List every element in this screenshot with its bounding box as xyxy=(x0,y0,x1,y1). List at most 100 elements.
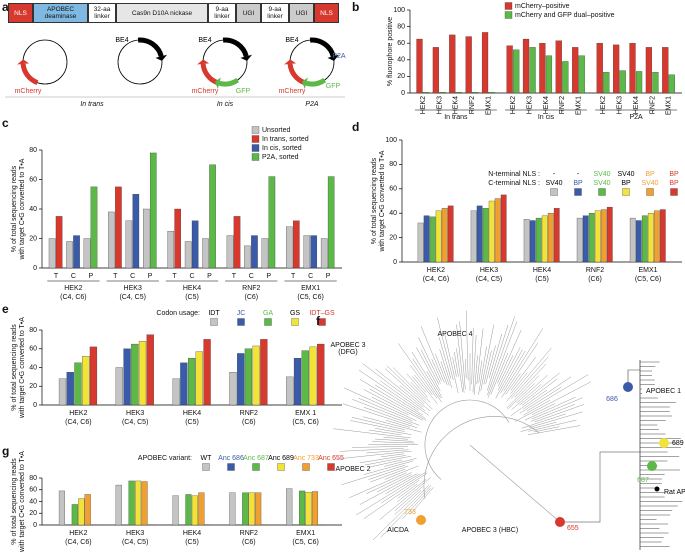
panel-label: e xyxy=(2,302,9,316)
bar xyxy=(141,481,148,526)
x-tick-label: EMX1 xyxy=(485,96,492,115)
legend-label: GS xyxy=(290,310,300,317)
group-label: HEK4 xyxy=(183,285,201,292)
node-label: 689 xyxy=(672,440,684,447)
tree-branch xyxy=(369,388,427,421)
tree-branch xyxy=(341,464,406,486)
x-tick-label: EMX1 xyxy=(576,96,583,115)
bar xyxy=(195,351,203,406)
bar xyxy=(481,32,489,94)
legend-label: Anc 733 xyxy=(293,455,319,462)
bar xyxy=(441,208,448,263)
y-axis-label: with target C•G converted to T•A xyxy=(19,451,26,552)
tree-node xyxy=(623,382,633,392)
bar xyxy=(293,220,300,269)
y-axis-label: with target C•G converted to T•A xyxy=(19,158,26,260)
legend-label: In trans, sorted xyxy=(262,136,309,143)
bar xyxy=(73,235,80,269)
gene-arrow xyxy=(137,37,164,58)
bar xyxy=(447,205,454,263)
bar xyxy=(58,378,67,406)
tree-branch xyxy=(385,473,421,495)
bar xyxy=(535,217,542,263)
x-tick-label: P xyxy=(148,273,153,280)
legend-label: SV40 xyxy=(617,171,634,178)
bar xyxy=(317,343,325,406)
tree-branch xyxy=(409,487,434,515)
tree-branch xyxy=(398,343,438,399)
tree-branch xyxy=(437,317,454,381)
tree-branch xyxy=(519,372,560,406)
x-tick-note: (C4, C5) xyxy=(122,419,148,426)
bar xyxy=(301,350,309,406)
tree-branch xyxy=(452,357,457,377)
bar xyxy=(286,226,293,269)
tree-branch xyxy=(435,353,448,386)
tree-branch xyxy=(534,404,585,423)
tree-branch xyxy=(510,356,536,391)
legend-label: In cis, sorted xyxy=(262,145,302,152)
gene-arrow xyxy=(309,37,336,58)
tree-branch xyxy=(514,363,547,398)
legend-label: GA xyxy=(263,310,273,317)
legend-label: - xyxy=(553,171,556,178)
bar xyxy=(180,362,188,406)
construct-segment: 9-aa linker xyxy=(208,3,236,23)
arrow-head xyxy=(17,59,30,65)
bar xyxy=(635,220,642,263)
legend-swatch xyxy=(202,463,210,471)
tree-branch xyxy=(531,397,583,420)
bar xyxy=(506,45,513,94)
y-tick-label: 60 xyxy=(29,346,37,353)
legend-label: Anc 689 xyxy=(268,455,294,462)
tree-branch xyxy=(487,324,509,391)
bar xyxy=(198,492,205,526)
legend-label: BP xyxy=(669,180,679,187)
bar xyxy=(143,208,150,269)
tree-branch xyxy=(385,419,410,428)
bar xyxy=(82,356,90,406)
x-tick-label: HEK4 xyxy=(183,530,201,537)
legend-swatch xyxy=(574,188,582,196)
construct-segment: NLS xyxy=(8,3,33,23)
x-tick-note: (C5, C6) xyxy=(635,276,661,283)
bar xyxy=(202,238,209,269)
node-label: Rat APOBEC 1 xyxy=(664,489,685,496)
x-tick-label: EMX 1 xyxy=(295,410,316,417)
bar xyxy=(252,345,260,406)
group-label: In trans xyxy=(444,114,468,121)
bar xyxy=(286,376,294,406)
legend-swatch xyxy=(670,188,678,196)
group-label: HEK2 xyxy=(64,285,82,292)
x-tick-label: HEK4 xyxy=(633,96,640,114)
y-tick-label: 60 xyxy=(29,176,37,183)
group-note: (C4, C6) xyxy=(60,294,86,301)
gene-label: BE4 xyxy=(198,37,211,44)
tree-branch xyxy=(478,346,487,395)
tree-branch xyxy=(375,368,424,408)
bar xyxy=(652,72,659,94)
bar xyxy=(248,492,255,526)
tree-branch xyxy=(339,447,404,452)
tree-branch xyxy=(438,337,452,379)
tree-branch xyxy=(369,459,403,468)
gene-arrow xyxy=(200,63,219,86)
legend-label: SV40 xyxy=(545,180,562,187)
legend-title: APOBEC variant: xyxy=(138,455,192,462)
legend-title: N-terminal NLS : xyxy=(488,171,540,178)
tree-branch xyxy=(386,365,433,410)
tree-branch xyxy=(519,386,562,414)
bar xyxy=(432,47,439,94)
tree-branch xyxy=(530,404,575,422)
legend-swatch xyxy=(504,2,513,10)
bar xyxy=(619,70,626,94)
arrow-head xyxy=(155,54,168,61)
panel-label: f xyxy=(316,314,321,328)
tree-branch xyxy=(412,358,442,403)
tree-branch xyxy=(350,420,405,432)
y-tick-label: 0 xyxy=(401,90,405,97)
tree-branch xyxy=(511,384,542,410)
tree-branch xyxy=(375,428,412,435)
tree-branch xyxy=(560,451,640,523)
gene-label: GFP xyxy=(326,83,341,90)
